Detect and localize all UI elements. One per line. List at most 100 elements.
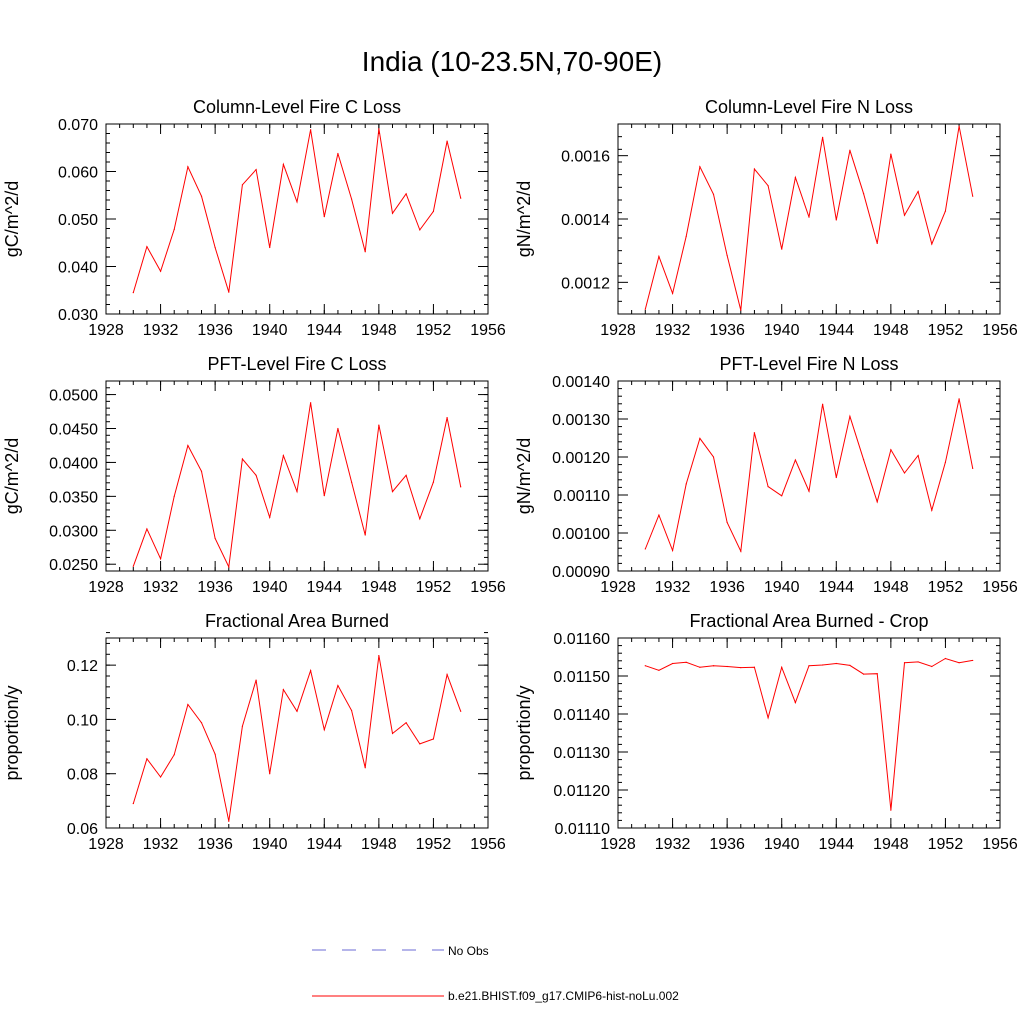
x-tick-label: 1936 bbox=[197, 322, 233, 339]
data-point bbox=[132, 565, 134, 567]
data-point bbox=[685, 483, 687, 485]
x-tick-label: 1956 bbox=[470, 836, 506, 853]
x-tick-label: 1940 bbox=[252, 322, 288, 339]
x-tick-label: 1948 bbox=[873, 579, 909, 596]
data-point bbox=[917, 454, 919, 457]
data-point bbox=[460, 710, 462, 712]
data-point bbox=[296, 710, 298, 712]
plot-frame bbox=[105, 637, 489, 829]
data-point bbox=[323, 729, 325, 731]
data-point bbox=[446, 417, 448, 419]
data-point bbox=[944, 461, 947, 463]
plot-frame bbox=[617, 380, 1001, 572]
data-point bbox=[903, 472, 906, 474]
y-tick-label: 0.060 bbox=[58, 165, 98, 182]
data-point bbox=[903, 662, 906, 664]
x-tick-label: 1936 bbox=[709, 579, 745, 596]
series-line bbox=[644, 126, 974, 311]
y-tick-label: 0.08 bbox=[67, 767, 98, 784]
data-point bbox=[822, 403, 824, 405]
data-point bbox=[228, 291, 230, 293]
data-point bbox=[794, 702, 796, 704]
x-tick-label: 1936 bbox=[197, 836, 233, 853]
chart-panel-2: Column-Level Fire N Loss gN/m^2/d 1928 1932… bbox=[514, 97, 1018, 339]
panel-title: Column-Level Fire C Loss bbox=[193, 97, 401, 117]
x-tick-label: 1932 bbox=[143, 836, 179, 853]
data-point bbox=[699, 166, 701, 168]
x-tick-label: 1940 bbox=[252, 836, 288, 853]
data-point bbox=[228, 820, 230, 822]
data-point bbox=[740, 309, 742, 311]
data-point bbox=[862, 673, 865, 675]
y-axis-label: proportion/y bbox=[514, 685, 534, 780]
x-tick-label: 1944 bbox=[306, 322, 342, 339]
data-point bbox=[931, 243, 933, 245]
data-point bbox=[432, 481, 435, 483]
y-tick-label: 0.06 bbox=[67, 821, 98, 838]
data-point bbox=[781, 248, 783, 250]
data-point bbox=[822, 664, 824, 666]
chart-panel-3: PFT-Level Fire C Loss gC/m^2/d 1928 1932 193… bbox=[2, 354, 506, 596]
data-point bbox=[862, 459, 865, 461]
data-point bbox=[282, 688, 284, 691]
data-point bbox=[972, 467, 974, 469]
y-tick-label: 0.01110 bbox=[555, 821, 611, 838]
x-tick-label: 1932 bbox=[143, 322, 179, 339]
y-tick-label: 0.0500 bbox=[49, 388, 98, 405]
data-point bbox=[917, 661, 919, 663]
data-point bbox=[364, 251, 366, 253]
data-point bbox=[419, 229, 421, 231]
data-point bbox=[944, 657, 947, 660]
data-point bbox=[200, 722, 203, 724]
data-point bbox=[405, 193, 407, 195]
data-point bbox=[931, 665, 933, 668]
series-line bbox=[645, 657, 973, 811]
data-point bbox=[712, 665, 715, 667]
data-point bbox=[446, 674, 448, 676]
data-point bbox=[310, 129, 312, 131]
x-tick-label: 1932 bbox=[655, 836, 691, 853]
data-point bbox=[890, 449, 892, 451]
data-point bbox=[972, 195, 974, 197]
data-point bbox=[364, 767, 366, 769]
data-point bbox=[944, 210, 947, 212]
data-point bbox=[822, 136, 824, 138]
data-point bbox=[432, 738, 435, 740]
y-tick-label: 0.0400 bbox=[49, 455, 98, 472]
y-tick-label: 0.0012 bbox=[561, 275, 610, 292]
y-axis-label: proportion/y bbox=[2, 685, 22, 780]
x-tick-label: 1952 bbox=[928, 836, 964, 853]
data-point bbox=[781, 495, 783, 497]
data-point bbox=[876, 501, 878, 503]
data-point bbox=[255, 474, 257, 476]
data-point bbox=[173, 754, 175, 756]
chart-panel-1: Column-Level Fire C Loss gC/m^2/d 1928 1932… bbox=[2, 97, 506, 339]
x-tick-label: 1932 bbox=[143, 579, 179, 596]
x-tick-label: 1936 bbox=[709, 322, 745, 339]
data-point bbox=[972, 659, 974, 662]
data-point bbox=[159, 270, 162, 272]
data-point bbox=[391, 732, 394, 735]
x-tick-label: 1940 bbox=[764, 579, 800, 596]
x-tick-label: 1956 bbox=[982, 322, 1018, 339]
y-tick-label: 0.0250 bbox=[49, 557, 98, 574]
data-point bbox=[862, 193, 865, 195]
y-tick-label: 0.0350 bbox=[49, 489, 98, 506]
series-line bbox=[644, 398, 974, 553]
data-point bbox=[767, 717, 769, 719]
data-point bbox=[241, 725, 244, 727]
data-point bbox=[658, 255, 660, 257]
data-point bbox=[644, 665, 646, 667]
y-axis-label: gN/m^2/d bbox=[514, 181, 534, 257]
data-point bbox=[282, 455, 284, 457]
data-point bbox=[214, 753, 216, 755]
data-point bbox=[876, 673, 878, 675]
data-point bbox=[214, 246, 216, 249]
y-tick-label: 0.00130 bbox=[552, 412, 610, 429]
x-tick-label: 1948 bbox=[361, 322, 397, 339]
y-tick-label: 0.00120 bbox=[552, 450, 610, 467]
data-point bbox=[753, 432, 756, 434]
data-point bbox=[310, 669, 312, 672]
data-point bbox=[835, 662, 837, 665]
y-tick-label: 0.01130 bbox=[553, 745, 610, 762]
